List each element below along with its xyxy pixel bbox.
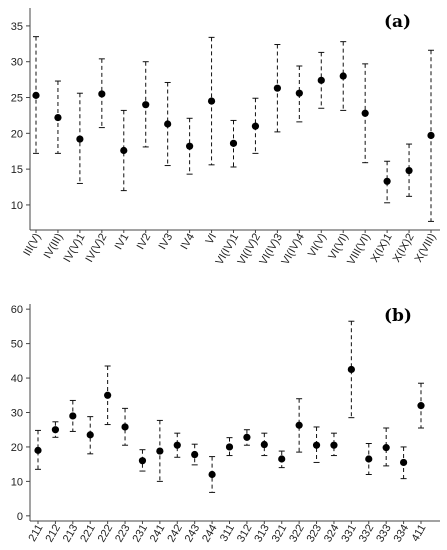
chart-panel-b: (b) 0 10 20 30 40 50 60 211 212 213 221 222 223 231 24… <box>0 272 447 550</box>
panel-label-a: (a) <box>384 12 411 32</box>
y-tick-label: 15 <box>11 164 23 176</box>
x-tick-label: 221 <box>78 523 98 545</box>
x-tick-label: 324 <box>322 523 342 545</box>
mean-point <box>86 431 94 439</box>
x-tick-label: IV2 <box>135 232 154 252</box>
mean-point <box>365 455 373 463</box>
mean-point <box>104 391 112 399</box>
y-tick-label: 10 <box>11 200 23 212</box>
mean-point <box>164 120 172 128</box>
x-tick-label: 243 <box>183 523 203 545</box>
y-tick-label: 40 <box>11 373 23 385</box>
mean-point <box>186 142 194 150</box>
mean-point <box>317 76 325 84</box>
x-tick-label: IV1 <box>113 232 132 252</box>
y-tick-label: 50 <box>11 339 23 351</box>
x-tick-label: 321 <box>270 523 290 545</box>
x-tick-label: 322 <box>287 523 307 545</box>
x-tick-label: 244 <box>200 523 220 545</box>
x-tick-label: 411 <box>409 523 428 544</box>
mean-point <box>278 455 286 463</box>
mean-point <box>156 447 164 455</box>
x-tick-label: 213 <box>61 523 81 545</box>
x-tick-label: 211 <box>26 523 45 544</box>
x-tick-label: VI(V) <box>306 232 329 260</box>
x-tick-label: 223 <box>113 523 133 545</box>
x-tick-label: 323 <box>305 523 325 545</box>
mean-point <box>382 444 390 452</box>
mean-point <box>76 135 84 143</box>
chart-a-svg: (a) 101520253035III(V)IV(III)IV(V)1IV(V)… <box>11 8 440 267</box>
mean-point <box>260 440 268 449</box>
mean-point <box>427 131 435 140</box>
mean-point <box>208 470 216 479</box>
y-tick-label: 30 <box>11 57 23 69</box>
mean-point <box>98 90 106 98</box>
x-tick-label: III(V) <box>21 232 43 259</box>
mean-point <box>229 139 238 147</box>
y-tick-label: 60 <box>11 304 23 316</box>
mean-point <box>361 109 369 117</box>
x-tick-label: 222 <box>96 523 116 545</box>
x-tick-label: IV4 <box>179 232 198 252</box>
y-tick-label: 0 <box>17 511 23 523</box>
mean-point <box>121 423 129 431</box>
mean-point <box>32 91 40 99</box>
mean-point <box>251 122 260 130</box>
panel-label-b: (b) <box>384 306 412 326</box>
y-tick-label: 20 <box>11 128 23 140</box>
x-tick-label: 333 <box>374 523 394 545</box>
x-tick-label: 241 <box>148 523 168 545</box>
x-tick-label: 334 <box>392 523 412 545</box>
x-tick-label: 212 <box>43 523 63 545</box>
mean-point <box>34 446 42 454</box>
mean-point <box>295 89 303 97</box>
mean-point <box>243 433 251 441</box>
mean-point <box>173 441 181 449</box>
mean-point <box>69 412 77 420</box>
mean-point <box>273 84 281 92</box>
mean-point <box>120 146 128 155</box>
x-tick-label: 331 <box>339 523 359 545</box>
mean-point <box>138 457 147 465</box>
mean-point <box>347 365 355 374</box>
x-tick-label: 332 <box>357 523 377 545</box>
mean-point <box>399 458 408 467</box>
y-tick-label: 25 <box>11 93 23 105</box>
mean-point <box>330 441 338 449</box>
mean-point <box>207 97 216 105</box>
y-tick-label: 10 <box>11 476 23 488</box>
mean-point <box>51 426 60 434</box>
mean-point <box>142 101 150 109</box>
y-tick-label: 35 <box>11 21 23 33</box>
mean-point <box>295 421 303 429</box>
mean-point <box>339 72 347 80</box>
mean-point <box>417 402 425 410</box>
x-tick-label: VI <box>204 232 220 247</box>
mean-point <box>191 450 199 459</box>
x-tick-label: 311 <box>218 523 237 544</box>
x-tick-label: X(VIII) <box>413 232 439 265</box>
mean-point <box>405 166 413 175</box>
chart-b-svg: (b) 010203040506021121221322122222323124… <box>11 304 440 545</box>
mean-point <box>225 443 234 451</box>
chart-panel-a: (a) 10 15 20 25 30 35 III(V) IV(III) IV(V)1 IV(V)… <box>0 0 447 272</box>
x-tick-label: 312 <box>235 523 255 545</box>
mean-point <box>383 177 391 185</box>
y-tick-label: 20 <box>11 442 23 454</box>
x-tick-label: IV3 <box>157 232 176 252</box>
x-tick-label: 313 <box>252 523 272 545</box>
x-tick-label: IV(V)2 <box>83 232 109 265</box>
mean-point <box>312 441 321 449</box>
x-tick-label: 242 <box>165 523 185 545</box>
mean-point <box>54 113 62 122</box>
x-tick-label: 231 <box>130 523 150 545</box>
y-tick-label: 30 <box>11 408 23 420</box>
